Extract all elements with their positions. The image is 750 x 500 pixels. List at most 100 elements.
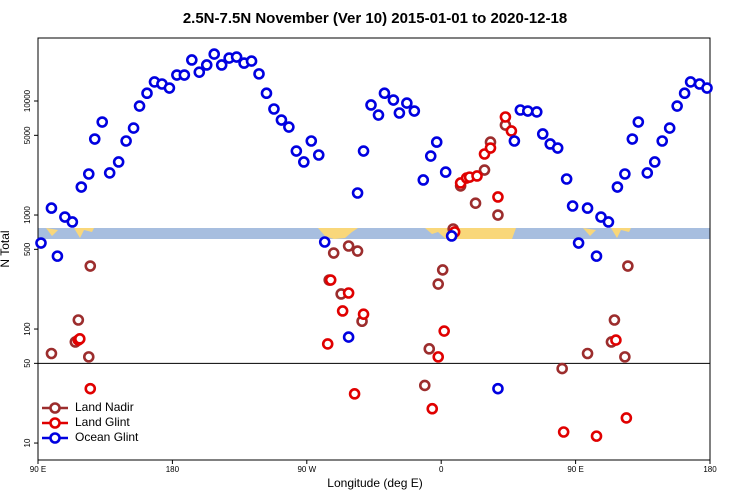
data-point (72, 314, 85, 326)
data-point (602, 216, 615, 228)
x-axis-label: Longitude (deg E) (327, 476, 422, 490)
legend-label: Land Nadir (75, 400, 134, 414)
data-point (378, 87, 391, 100)
legend-marker (49, 432, 61, 444)
data-point (35, 237, 47, 249)
data-point (357, 145, 370, 157)
legend-label: Land Glint (75, 415, 130, 429)
data-point (439, 166, 452, 178)
data-point (663, 122, 676, 134)
data-point (324, 274, 337, 286)
data-point (611, 181, 624, 193)
x-tick-label: 0 (439, 465, 444, 474)
data-point (45, 202, 58, 214)
y-tick-label: 10000 (23, 89, 32, 112)
data-point (610, 334, 622, 346)
data-point (230, 51, 243, 63)
data-point (215, 59, 228, 71)
data-point (424, 150, 437, 162)
data-point (430, 136, 443, 148)
data-point (557, 426, 570, 438)
data-point (701, 82, 713, 94)
data-point (581, 202, 594, 214)
data-point (193, 66, 206, 78)
y-tick-label: 500 (23, 242, 32, 256)
data-point (127, 122, 140, 134)
y-tick-label: 5000 (23, 126, 32, 144)
data-point (608, 314, 621, 326)
data-point (556, 362, 568, 375)
data-point (351, 187, 364, 199)
data-point (342, 240, 355, 252)
data-point (387, 94, 400, 106)
data-point (469, 197, 482, 209)
data-point (75, 181, 88, 193)
data-point (342, 287, 355, 299)
data-point (432, 278, 445, 290)
x-tick-label: 180 (166, 465, 180, 474)
data-point (45, 347, 58, 360)
chart-title: 2.5N-7.5N November (Ver 10) 2015-01-01 t… (183, 10, 567, 27)
x-tick-label: 180 (703, 465, 717, 474)
data-point (436, 264, 449, 276)
data-point (342, 331, 355, 343)
data-point (327, 247, 340, 259)
data-point (290, 145, 303, 157)
data-point (84, 382, 97, 395)
data-point (626, 133, 639, 145)
data-point (51, 250, 64, 262)
data-point (298, 156, 310, 168)
data-point (572, 237, 585, 249)
y-axis-label: N Total (0, 230, 12, 267)
data-point (684, 76, 697, 88)
data-point (671, 100, 683, 112)
data-point (590, 430, 603, 442)
data-point (423, 343, 436, 355)
y-tick-label: 100 (23, 322, 32, 336)
data-point (103, 167, 116, 179)
data-point (186, 54, 198, 66)
data-point (432, 351, 445, 363)
data-point (656, 135, 669, 147)
data-point (372, 109, 385, 121)
data-point (401, 97, 413, 109)
data-point (112, 156, 125, 168)
legend-label: Ocean Glint (75, 430, 139, 444)
map-overlay (38, 228, 710, 239)
data-point (530, 106, 543, 118)
data-point (283, 121, 295, 133)
data-point (260, 87, 273, 100)
data-point (120, 135, 132, 147)
data-point (551, 142, 564, 154)
data-point (178, 69, 191, 81)
x-tick-label: 90 W (297, 465, 316, 474)
land (583, 228, 631, 238)
data-point (492, 191, 504, 203)
data-point (445, 230, 458, 242)
data-point (208, 48, 221, 60)
data-point (141, 87, 153, 100)
data-point (522, 105, 534, 117)
data-point (133, 100, 146, 112)
data-point (200, 59, 213, 71)
data-point (536, 128, 549, 140)
legend-marker (49, 402, 61, 414)
data-point (484, 142, 497, 154)
x-tick-label: 90 E (30, 465, 46, 474)
data-point (417, 174, 430, 186)
x-tick-label: 90 E (567, 465, 583, 474)
data-point (471, 170, 483, 182)
data-point (268, 103, 280, 115)
y-tick-label: 1000 (23, 206, 32, 224)
data-point (619, 351, 631, 363)
data-point (88, 133, 101, 145)
data-point (393, 107, 406, 119)
data-point (560, 173, 573, 185)
data-point (438, 325, 450, 337)
land (46, 228, 94, 238)
data-point (581, 347, 594, 360)
data-point (590, 250, 603, 262)
legend-marker (49, 417, 61, 429)
data-point (622, 260, 634, 272)
